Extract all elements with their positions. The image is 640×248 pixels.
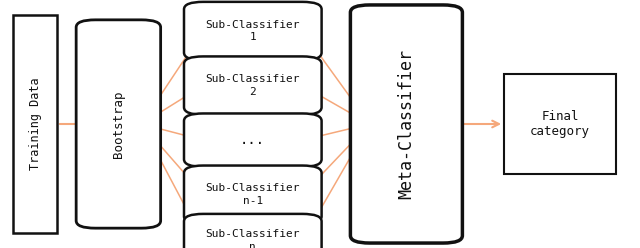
FancyBboxPatch shape <box>184 166 321 224</box>
FancyBboxPatch shape <box>351 5 462 243</box>
Text: ...: ... <box>240 133 266 147</box>
Text: Meta-Classifier: Meta-Classifier <box>397 49 415 199</box>
Text: Sub-Classifier
1: Sub-Classifier 1 <box>205 20 300 42</box>
Text: Bootstrap: Bootstrap <box>112 90 125 158</box>
FancyBboxPatch shape <box>184 2 321 60</box>
FancyBboxPatch shape <box>76 20 161 228</box>
Text: Final
category: Final category <box>530 110 590 138</box>
Text: Sub-Classifier
n: Sub-Classifier n <box>205 229 300 248</box>
Text: Sub-Classifier
2: Sub-Classifier 2 <box>205 74 300 97</box>
FancyBboxPatch shape <box>184 214 321 248</box>
FancyBboxPatch shape <box>13 15 57 233</box>
Text: Training Data: Training Data <box>29 78 42 170</box>
FancyBboxPatch shape <box>504 74 616 174</box>
FancyBboxPatch shape <box>184 114 321 167</box>
FancyBboxPatch shape <box>184 57 321 115</box>
Text: Sub-Classifier
n-1: Sub-Classifier n-1 <box>205 184 300 206</box>
